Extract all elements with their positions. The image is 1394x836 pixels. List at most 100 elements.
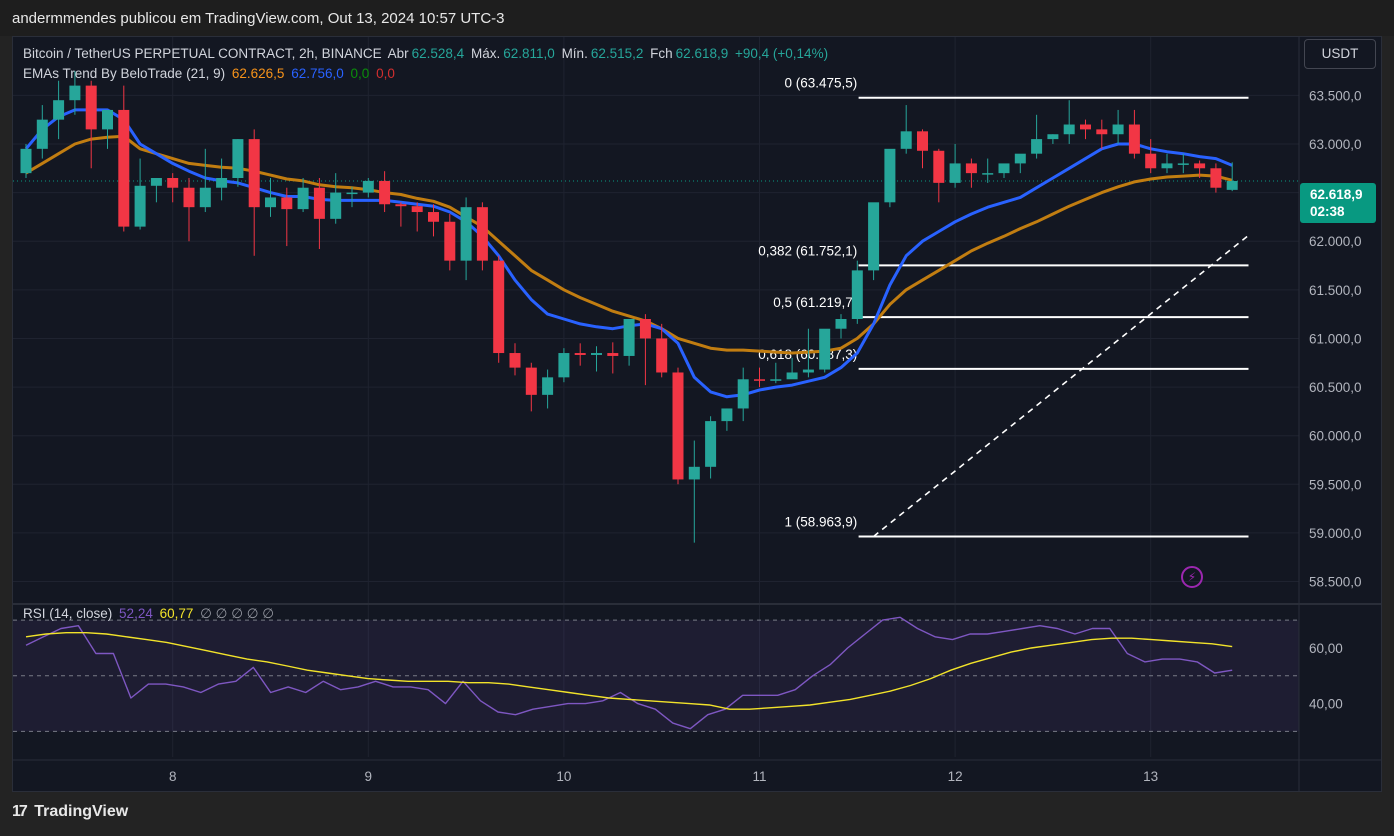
fib-level-label: 0,5 (61.219,7) bbox=[773, 295, 857, 310]
y-tick-label: 61.000,0 bbox=[1309, 331, 1362, 346]
flash-icon[interactable]: ⚡ bbox=[1181, 566, 1203, 588]
candle-body bbox=[639, 319, 651, 339]
candle-body bbox=[85, 85, 97, 130]
candle-body bbox=[933, 150, 945, 183]
candle-body bbox=[1031, 139, 1043, 154]
rsi-value: 52,24 bbox=[119, 606, 153, 621]
change-value: +90,4 (+0,14%) bbox=[735, 46, 829, 61]
candle-body bbox=[102, 109, 113, 130]
rsi-ma-line bbox=[25, 632, 1233, 710]
candle-body bbox=[705, 421, 717, 467]
candle-body bbox=[1145, 153, 1157, 169]
symbol-name: Bitcoin / TetherUS PERPETUAL CONTRACT, 2… bbox=[23, 46, 382, 61]
last-price-value: 62.618,9 bbox=[1310, 187, 1363, 202]
trendline bbox=[873, 234, 1250, 538]
candle-body bbox=[69, 85, 81, 101]
candle-body bbox=[509, 353, 521, 368]
ema-legend[interactable]: EMAs Trend By BeloTrade (21, 9) 62.626,5… bbox=[23, 65, 398, 83]
open-value: 62.528,4 bbox=[411, 46, 465, 61]
rsi-empty-values: ∅ ∅ ∅ ∅ ∅ bbox=[200, 606, 274, 621]
candle-body bbox=[346, 192, 358, 195]
candle-body bbox=[1161, 163, 1173, 169]
candle-body bbox=[199, 187, 211, 208]
candle-body bbox=[965, 163, 977, 174]
candle-body bbox=[1128, 124, 1140, 154]
candle-body bbox=[53, 100, 65, 120]
candle-body bbox=[232, 139, 244, 178]
rsi-tick-label: 60,00 bbox=[1309, 641, 1343, 656]
brand-name: TradingView bbox=[34, 803, 129, 820]
y-tick-label: 58.500,0 bbox=[1309, 575, 1362, 590]
candle-body bbox=[1047, 134, 1059, 140]
x-tick-label: 8 bbox=[169, 769, 177, 784]
brand: 17 TradingView bbox=[12, 803, 128, 821]
ema-value-2: 62.756,0 bbox=[291, 66, 344, 81]
rsi-legend[interactable]: RSI (14, close) 52,24 60,77 ∅ ∅ ∅ ∅ ∅ bbox=[23, 605, 277, 623]
rsi-pane bbox=[13, 616, 1299, 732]
candle-body bbox=[183, 187, 195, 208]
candle-body bbox=[444, 221, 456, 261]
candle-body bbox=[721, 408, 733, 422]
candle-body bbox=[216, 178, 228, 188]
rsi-ma-value: 60,77 bbox=[159, 606, 194, 621]
candle-body bbox=[770, 379, 782, 381]
close-label: Fch bbox=[650, 46, 673, 61]
chart-frame[interactable]: 0 (63.475,5) 0,382 (61.752,1) 0,5 (61.219,… bbox=[12, 36, 1382, 792]
candle-body bbox=[428, 212, 439, 222]
x-tick-label: 12 bbox=[948, 769, 963, 784]
high-value: 62.811,0 bbox=[503, 46, 555, 61]
candle-body bbox=[851, 270, 863, 319]
candle-body bbox=[982, 173, 994, 175]
candle-body bbox=[281, 197, 293, 210]
candle-body bbox=[20, 148, 32, 174]
candle-body bbox=[819, 328, 831, 370]
y-tick-label: 61.500,0 bbox=[1309, 283, 1362, 298]
candle-body bbox=[297, 187, 309, 210]
rsi-name: RSI (14, close) bbox=[23, 606, 113, 621]
chart-canvas[interactable]: 0 (63.475,5) 0,382 (61.752,1) 0,5 (61.219,… bbox=[13, 37, 1381, 791]
x-tick-label: 10 bbox=[556, 769, 571, 784]
symbol-legend: Bitcoin / TetherUS PERPETUAL CONTRACT, 2… bbox=[23, 45, 831, 63]
candle-body bbox=[411, 206, 423, 213]
x-tick-label: 13 bbox=[1143, 769, 1158, 784]
candle-body bbox=[1063, 124, 1075, 135]
close-value: 62.618,9 bbox=[675, 46, 729, 61]
rsi-line bbox=[25, 616, 1233, 730]
fibonacci-retracement: 0 (63.475,5) 0,382 (61.752,1) 0,5 (61.219,… bbox=[758, 76, 1249, 538]
grid bbox=[13, 37, 1299, 757]
candle-body bbox=[998, 163, 1010, 174]
candle-body bbox=[917, 131, 928, 151]
dashed-trendline bbox=[873, 234, 1250, 538]
y-tick-label: 63.500,0 bbox=[1309, 88, 1362, 103]
ema-value-1: 62.626,5 bbox=[231, 66, 285, 81]
candle-body bbox=[558, 353, 570, 378]
candles bbox=[20, 71, 1238, 543]
candle-body bbox=[737, 379, 749, 409]
candle-body bbox=[802, 369, 814, 373]
y-tick-label: 60.500,0 bbox=[1309, 380, 1362, 395]
candle-body bbox=[884, 148, 896, 203]
fib-level-label: 1 (58.963,9) bbox=[784, 514, 857, 529]
candle-body bbox=[1096, 129, 1108, 135]
candle-body bbox=[591, 353, 602, 355]
candle-body bbox=[786, 372, 798, 380]
ema-value-3: 0,0 bbox=[350, 66, 370, 81]
y-tick-label: 60.000,0 bbox=[1309, 429, 1362, 444]
x-tick-label: 9 bbox=[365, 769, 373, 784]
candle-body bbox=[379, 180, 391, 205]
candle-body bbox=[688, 466, 700, 480]
publisher-info: andermmendes publicou em TradingView.com… bbox=[12, 10, 505, 27]
candle-body bbox=[362, 180, 374, 193]
y-tick-label: 59.000,0 bbox=[1309, 526, 1362, 541]
candle-body bbox=[1194, 163, 1206, 169]
header-bar: andermmendes publicou em TradingView.com… bbox=[0, 0, 1394, 36]
candle-body bbox=[542, 377, 554, 395]
candle-body bbox=[167, 178, 179, 188]
candle-body bbox=[525, 367, 537, 395]
candle-body bbox=[395, 204, 407, 207]
last-price-tag: 62.618,9 02:38 bbox=[1300, 183, 1376, 223]
candle-body bbox=[460, 207, 472, 261]
candle-body bbox=[623, 319, 635, 356]
currency-button[interactable]: USDT bbox=[1304, 39, 1376, 69]
candle-body bbox=[900, 131, 912, 149]
